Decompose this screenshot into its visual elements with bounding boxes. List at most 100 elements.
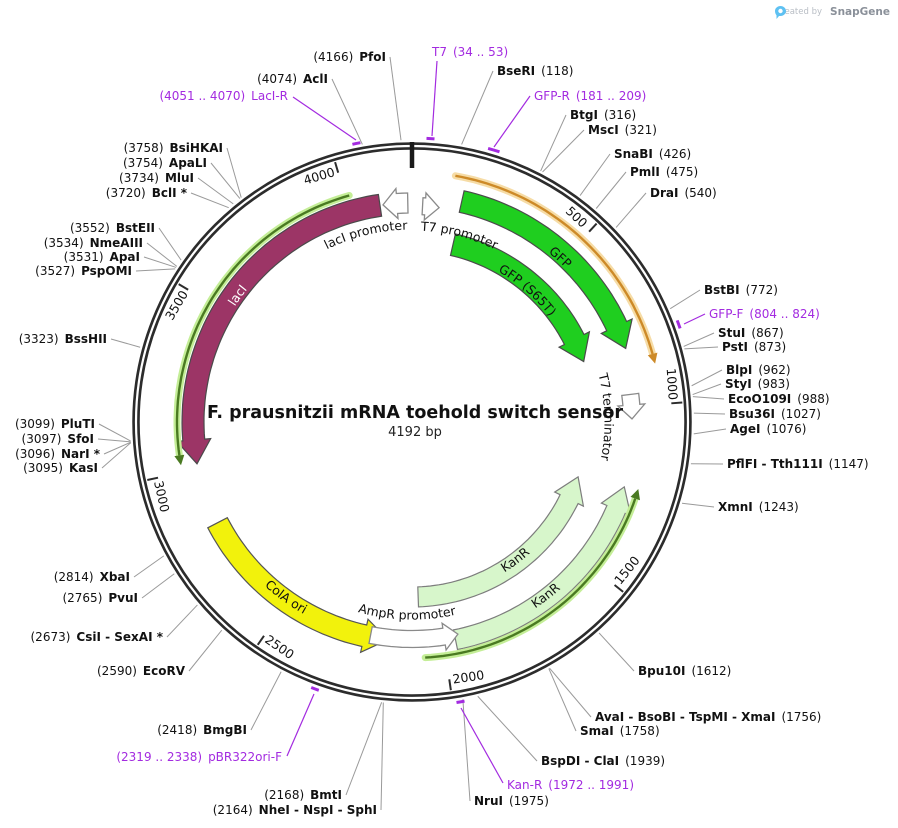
site-line-PfoI xyxy=(389,56,402,141)
ampr-promoter-feature-arrow[interactable] xyxy=(368,621,459,652)
primer-label-pBR322ori-F[interactable]: (2319 .. 2338) pBR322ori-F xyxy=(116,750,282,764)
site-line-Bsu36I xyxy=(693,412,726,415)
plasmid-title: F. prausnitzii mRNA toehold switch senso… xyxy=(206,403,624,423)
kanr-outer-feature-arrow[interactable] xyxy=(452,485,632,651)
t7-terminator-label[interactable]: T7 terminator xyxy=(595,371,616,463)
enzyme-label-BsiHKAI[interactable]: (3758) BsiHKAI xyxy=(124,141,223,155)
enzyme-label-EcoRV[interactable]: (2590) EcoRV xyxy=(97,664,186,678)
kanr-inner-feature-arrow[interactable] xyxy=(417,475,585,608)
enzyme-label-AgeI[interactable]: AgeI (1076) xyxy=(730,422,806,436)
enzyme-label-PmlI[interactable]: PmlI (475) xyxy=(630,165,698,179)
enzyme-label-ApaI[interactable]: (3531) ApaI xyxy=(64,250,140,264)
site-line-BseRI xyxy=(461,70,494,145)
enzyme-label-BstEII[interactable]: (3552) BstEII xyxy=(70,221,155,235)
laci-feature-arrow[interactable] xyxy=(175,193,383,465)
enzyme-label-EcoO109I[interactable]: EcoO109I (988) xyxy=(728,392,830,406)
enzyme-label-NmeAIII[interactable]: (3534) NmeAIII xyxy=(44,236,143,250)
enzyme-label-AclI[interactable]: (4074) AclI xyxy=(257,72,328,86)
site-line-NheI - NspI - SphI xyxy=(380,702,384,811)
enzyme-label-NheI - NspI - SphI[interactable]: (2164) NheI - NspI - SphI xyxy=(213,803,377,817)
tick-3500 xyxy=(178,283,189,291)
gfp-feature-arrow[interactable] xyxy=(458,190,633,350)
plasmid-length: 4192 bp xyxy=(388,425,442,440)
enzyme-label-BmtI[interactable]: (2168) BmtI xyxy=(264,788,342,802)
primer-label-T7[interactable]: T7 (34 .. 53) xyxy=(431,45,508,59)
site-line-SnaBI xyxy=(579,153,611,196)
enzyme-label-PflFI - Tth111I[interactable]: PflFI - Tth111I (1147) xyxy=(727,457,869,471)
site-line-ApaI xyxy=(143,256,177,268)
site-line-PspOMI xyxy=(135,268,176,272)
enzyme-label-NruI[interactable]: NruI (1975) xyxy=(474,794,549,808)
kanr-arc-arrowhead-icon xyxy=(630,489,640,501)
enzyme-label-DraI[interactable]: DraI (540) xyxy=(650,186,717,200)
site-line-AgeI xyxy=(693,428,727,435)
t7-terminator-feature-arrow[interactable] xyxy=(616,392,647,420)
enzyme-label-Bpu10I[interactable]: Bpu10I (1612) xyxy=(638,664,731,678)
enzyme-label-MscI[interactable]: MscI (321) xyxy=(588,123,657,137)
site-line-NmeAIII xyxy=(146,242,178,267)
primer-label-Kan-R[interactable]: Kan-R (1972 .. 1991) xyxy=(507,778,634,792)
tick-1500 xyxy=(613,584,624,593)
enzyme-label-SnaBI[interactable]: SnaBI (426) xyxy=(614,147,691,161)
primer-mark-T7 xyxy=(426,136,435,141)
site-line-EcoO109I xyxy=(692,396,725,400)
primer-line-GFP-F xyxy=(683,313,706,325)
enzyme-label-XbaI[interactable]: (2814) XbaI xyxy=(54,570,130,584)
tick-label-3000: 3000 xyxy=(151,479,172,513)
site-line-PmlI xyxy=(595,171,627,209)
enzyme-label-KasI[interactable]: (3095) KasI xyxy=(23,461,98,475)
tick-label-1000: 1000 xyxy=(664,368,681,401)
primer-label-GFP-F[interactable]: GFP-F (804 .. 824) xyxy=(709,307,820,321)
enzyme-label-BssHII[interactable]: (3323) BssHII xyxy=(19,332,107,346)
enzyme-label-BspDI - ClaI[interactable]: BspDI - ClaI (1939) xyxy=(541,754,665,768)
sensor-arc-arc[interactable] xyxy=(455,174,654,355)
primer-line-T7 xyxy=(431,60,438,137)
enzyme-label-StyI[interactable]: StyI (983) xyxy=(725,377,790,391)
site-line-CsiI - SexAI * xyxy=(166,604,198,638)
enzyme-label-BclI *[interactable]: (3720) BclI * xyxy=(106,186,188,200)
enzyme-label-SfoI[interactable]: (3097) SfoI xyxy=(22,432,94,446)
enzyme-label-AvaI - BsoBI - TspMI - XmaI[interactable]: AvaI - BsoBI - TspMI - XmaI (1756) xyxy=(595,710,821,724)
enzyme-label-NarI *[interactable]: (3096) NarI * xyxy=(15,447,101,461)
kanr-arc-arc[interactable] xyxy=(425,498,637,659)
primer-line-LacI-R xyxy=(292,96,357,141)
site-line-PstI xyxy=(684,346,719,350)
enzyme-label-MluI[interactable]: (3734) MluI xyxy=(119,171,194,185)
site-line-SfoI xyxy=(97,438,131,443)
enzyme-label-CsiI - SexAI *[interactable]: (2673) CsiI - SexAI * xyxy=(31,630,164,644)
t7-promoter-feature-arrow[interactable] xyxy=(421,191,441,222)
gfp-s65t-feature-arrow[interactable] xyxy=(449,233,591,363)
enzyme-label-PluTI[interactable]: (3099) PluTI xyxy=(15,417,95,431)
enzyme-label-ApaLI[interactable]: (3754) ApaLI xyxy=(123,156,207,170)
enzyme-label-Bsu36I[interactable]: Bsu36I (1027) xyxy=(729,407,821,421)
enzyme-label-PspOMI[interactable]: (3527) PspOMI xyxy=(35,264,132,278)
enzyme-label-BlpI[interactable]: BlpI (962) xyxy=(726,363,791,377)
laci-promoter-feature-arrow[interactable] xyxy=(382,186,409,221)
enzyme-label-PfoI[interactable]: (4166) PfoI xyxy=(313,50,386,64)
laci-arc-arc[interactable] xyxy=(175,194,350,456)
site-line-PvuI xyxy=(141,573,175,599)
site-line-MscI xyxy=(542,129,585,173)
tick-label-2000: 2000 xyxy=(452,667,486,686)
primer-label-LacI-R[interactable]: (4051 .. 4070) LacI-R xyxy=(159,89,288,103)
site-line-MluI xyxy=(197,177,234,205)
site-line-XmnI xyxy=(681,502,715,508)
enzyme-label-PstI[interactable]: PstI (873) xyxy=(722,340,786,354)
enzyme-label-BmgBI[interactable]: (2418) BmgBI xyxy=(157,723,247,737)
site-line-NruI xyxy=(462,699,471,802)
enzyme-label-BtgI[interactable]: BtgI (316) xyxy=(570,108,636,122)
enzyme-label-BseRI[interactable]: BseRI (118) xyxy=(497,64,573,78)
site-line-StuI xyxy=(683,332,715,347)
site-line-ApaLI xyxy=(210,162,241,199)
enzyme-label-StuI[interactable]: StuI (867) xyxy=(718,326,784,340)
enzyme-label-BstBI[interactable]: BstBI (772) xyxy=(704,283,778,297)
enzyme-label-XmnI[interactable]: XmnI (1243) xyxy=(718,500,799,514)
primer-label-GFP-R[interactable]: GFP-R (181 .. 209) xyxy=(534,89,646,103)
enzyme-label-SmaI[interactable]: SmaI (1758) xyxy=(580,724,660,738)
enzyme-label-PvuI[interactable]: (2765) PvuI xyxy=(62,591,138,605)
site-line-Bpu10I xyxy=(598,632,635,672)
tick-2000 xyxy=(448,679,452,691)
site-line-DraI xyxy=(615,192,647,228)
site-line-StyI xyxy=(692,383,722,396)
